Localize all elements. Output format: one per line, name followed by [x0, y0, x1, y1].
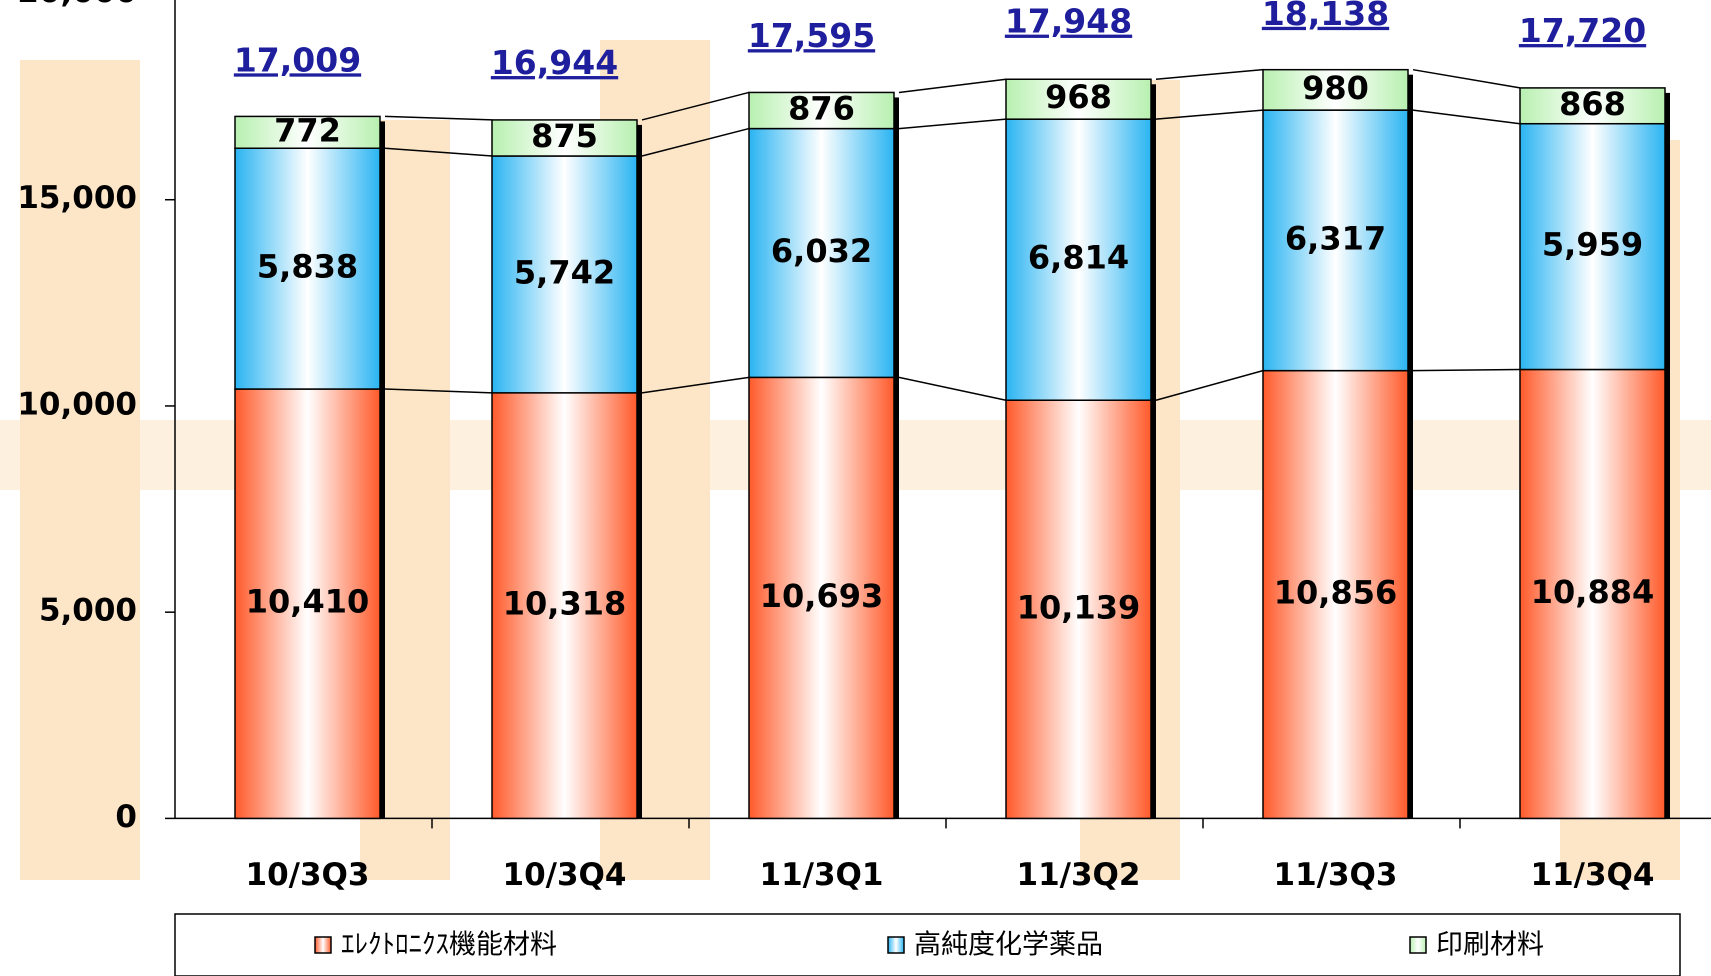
data-label: 10,856: [1274, 574, 1397, 612]
x-tick-label: 10/3Q3: [246, 857, 370, 893]
connector: [1155, 68, 1264, 80]
data-label: 968: [1045, 78, 1112, 116]
total-label: 17,009: [234, 40, 361, 79]
legend-swatch: [1409, 936, 1427, 954]
data-label: 6,814: [1028, 239, 1129, 277]
connector: [898, 118, 1007, 130]
y-tick-label: 0: [115, 799, 137, 835]
connector: [641, 376, 750, 394]
legend-box: [174, 913, 1681, 976]
bar: [1262, 369, 1409, 820]
bar: [1262, 68, 1409, 111]
connector: [898, 78, 1007, 94]
y-tick-label: 20,000: [17, 0, 137, 10]
data-label: 10,884: [1531, 573, 1654, 611]
data-label: 6,032: [771, 232, 872, 270]
data-label: 5,838: [257, 248, 358, 286]
data-label: 10,410: [246, 583, 369, 621]
connector: [1412, 368, 1521, 372]
connector: [1155, 369, 1264, 401]
x-tick-label: 10/3Q4: [503, 857, 627, 893]
x-tick-label: 11/3Q4: [1531, 857, 1655, 893]
connector: [1412, 68, 1521, 89]
data-label: 10,318: [503, 585, 626, 623]
legend-swatch: [314, 936, 332, 954]
total-label: 17,595: [748, 16, 875, 55]
connector: [898, 376, 1007, 401]
bar: [1005, 78, 1152, 120]
x-tick-label: 11/3Q3: [1274, 857, 1398, 893]
bar: [234, 388, 381, 820]
bar: [1005, 399, 1152, 820]
bar: [234, 115, 381, 150]
connector: [384, 115, 493, 121]
bar: [748, 376, 895, 820]
connector: [641, 127, 750, 157]
y-tick-label: 15,000: [17, 180, 137, 216]
x-tick-label: 11/3Q2: [1017, 857, 1141, 893]
data-label: 772: [274, 111, 341, 149]
bar: [491, 155, 638, 394]
total-label: 17,720: [1519, 11, 1646, 50]
connector: [1412, 109, 1521, 125]
bar: [748, 91, 895, 130]
data-label: 5,742: [514, 253, 615, 291]
x-tick-label: 11/3Q1: [760, 857, 884, 893]
connector: [384, 147, 493, 157]
legend-label: 印刷材料: [1436, 930, 1544, 961]
data-label: 10,139: [1017, 588, 1140, 626]
data-label: 868: [1559, 85, 1626, 123]
data-label: 6,317: [1285, 219, 1386, 257]
data-label: 10,693: [760, 577, 883, 615]
bar: [748, 127, 895, 379]
data-label: 875: [531, 117, 598, 155]
connector: [1155, 109, 1264, 120]
bar: [1262, 109, 1409, 372]
data-label: 5,959: [1542, 226, 1643, 264]
total-label: 18,138: [1262, 0, 1389, 33]
bar: [1519, 87, 1666, 125]
data-label: 980: [1302, 69, 1369, 107]
legend-label: 高純度化学薬品: [914, 930, 1103, 961]
bar: [491, 119, 638, 157]
data-label: 876: [788, 90, 855, 128]
y-tick-label: 5,000: [39, 593, 137, 629]
bar: [1005, 118, 1152, 401]
bar: [234, 147, 381, 390]
legend-label: ｴﾚｸﾄﾛﾆｸｽ機能材料: [341, 930, 557, 961]
connector: [641, 91, 750, 121]
total-label: 17,948: [1005, 2, 1132, 41]
connector: [384, 388, 493, 394]
legend-swatch: [887, 936, 905, 954]
bar: [491, 392, 638, 820]
total-label: 16,944: [491, 43, 618, 82]
y-tick-label: 10,000: [17, 386, 137, 422]
